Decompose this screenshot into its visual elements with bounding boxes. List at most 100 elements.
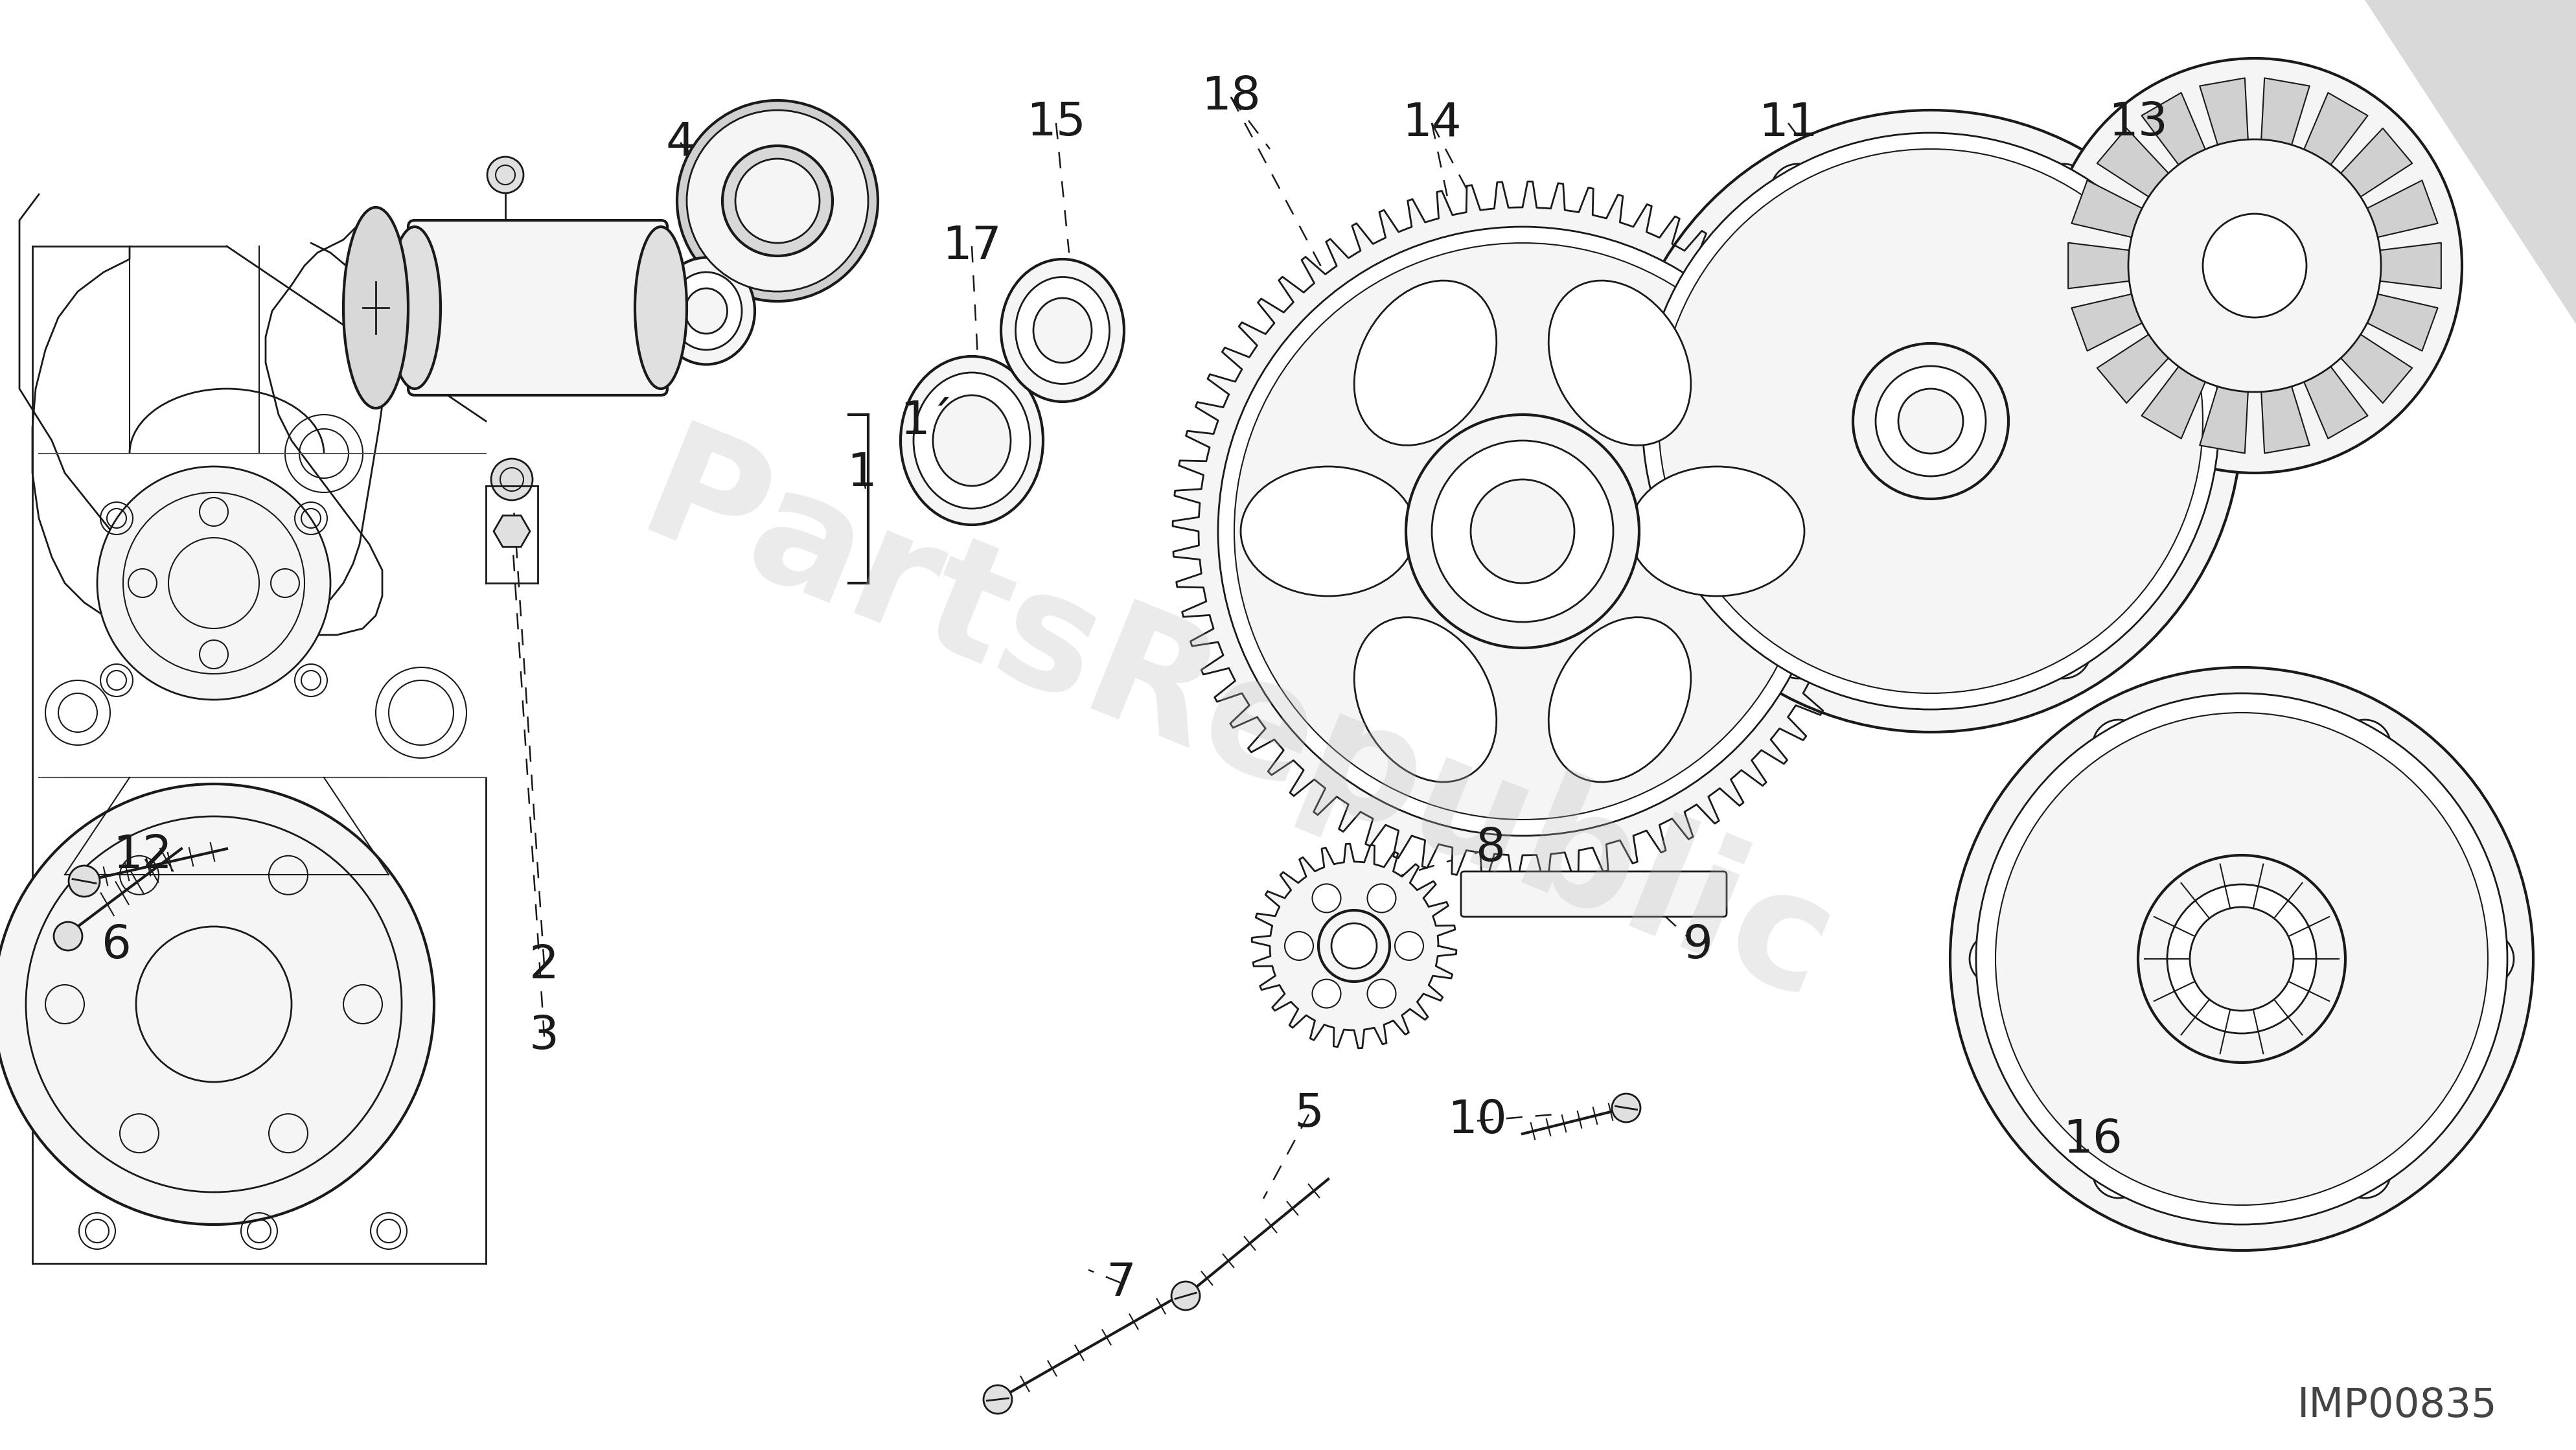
Ellipse shape	[902, 357, 1043, 525]
FancyBboxPatch shape	[1461, 871, 1726, 916]
Circle shape	[1234, 244, 1811, 819]
Text: IMP00835: IMP00835	[2298, 1386, 2496, 1425]
Ellipse shape	[1355, 618, 1497, 782]
Text: 2: 2	[528, 942, 559, 987]
Polygon shape	[2071, 294, 2143, 351]
Ellipse shape	[670, 273, 742, 349]
Polygon shape	[2303, 93, 2367, 165]
Ellipse shape	[1548, 280, 1690, 445]
FancyBboxPatch shape	[407, 220, 667, 396]
Circle shape	[1368, 884, 1396, 912]
Text: 1´: 1´	[899, 399, 953, 444]
Circle shape	[1899, 389, 1963, 454]
Polygon shape	[2367, 294, 2437, 351]
Text: 13: 13	[2107, 100, 2169, 145]
Circle shape	[487, 157, 523, 193]
Circle shape	[2048, 58, 2463, 473]
Text: 9: 9	[1682, 924, 1713, 969]
Polygon shape	[2262, 78, 2311, 145]
Text: 15: 15	[1025, 100, 1087, 145]
Circle shape	[688, 110, 868, 291]
Circle shape	[1311, 979, 1340, 1008]
Ellipse shape	[933, 396, 1010, 486]
Circle shape	[677, 100, 878, 302]
Circle shape	[765, 264, 788, 287]
Polygon shape	[2365, 0, 2576, 323]
Polygon shape	[2380, 242, 2442, 289]
Circle shape	[492, 458, 533, 500]
Polygon shape	[2097, 335, 2169, 403]
Polygon shape	[2342, 335, 2411, 403]
Ellipse shape	[914, 373, 1030, 509]
Polygon shape	[2342, 128, 2411, 197]
Circle shape	[1311, 884, 1340, 912]
Circle shape	[1770, 624, 1826, 679]
Circle shape	[1643, 133, 2218, 709]
Circle shape	[2128, 139, 2380, 391]
Circle shape	[1770, 164, 1826, 219]
Circle shape	[2339, 719, 2391, 771]
Circle shape	[0, 784, 435, 1225]
Circle shape	[734, 158, 819, 244]
Text: 7: 7	[1105, 1260, 1136, 1305]
Circle shape	[1394, 932, 1425, 960]
Circle shape	[502, 522, 520, 541]
Circle shape	[1218, 226, 1826, 835]
Circle shape	[2339, 1146, 2391, 1198]
Circle shape	[1971, 932, 2022, 985]
Polygon shape	[2200, 78, 2249, 145]
Ellipse shape	[1242, 467, 1417, 596]
Circle shape	[1950, 667, 2532, 1250]
Circle shape	[1638, 394, 1692, 448]
Text: 17: 17	[943, 223, 1002, 268]
Ellipse shape	[1355, 280, 1497, 445]
Circle shape	[1852, 344, 2009, 499]
Polygon shape	[2262, 387, 2311, 454]
Circle shape	[1406, 415, 1638, 648]
Circle shape	[1332, 924, 1376, 969]
Circle shape	[1875, 365, 1986, 476]
Circle shape	[1172, 1282, 1200, 1309]
Circle shape	[2035, 164, 2092, 219]
Polygon shape	[2141, 367, 2205, 438]
Text: PartsRepublic: PartsRepublic	[621, 415, 1852, 1035]
Circle shape	[2190, 908, 2293, 1011]
Circle shape	[1976, 693, 2506, 1225]
Circle shape	[1613, 1093, 1641, 1122]
Circle shape	[54, 922, 82, 950]
Circle shape	[70, 866, 100, 896]
Text: 11: 11	[1759, 100, 1819, 145]
Circle shape	[2138, 855, 2344, 1063]
Polygon shape	[2097, 128, 2169, 197]
Text: 1: 1	[848, 451, 876, 496]
Circle shape	[690, 188, 714, 213]
Text: 12: 12	[113, 832, 173, 877]
Ellipse shape	[1002, 260, 1123, 402]
Circle shape	[2202, 213, 2306, 318]
Circle shape	[2169, 394, 2223, 448]
Text: 8: 8	[1476, 826, 1504, 871]
Polygon shape	[2071, 180, 2143, 238]
Circle shape	[2166, 884, 2316, 1034]
Text: 5: 5	[1293, 1092, 1324, 1137]
Ellipse shape	[343, 207, 407, 409]
Text: 3: 3	[528, 1015, 559, 1058]
Text: 4: 4	[665, 120, 696, 165]
Ellipse shape	[1631, 467, 1803, 596]
Text: 10: 10	[1448, 1099, 1507, 1143]
Polygon shape	[2141, 93, 2205, 165]
Polygon shape	[2200, 387, 2249, 454]
Ellipse shape	[634, 226, 688, 389]
Polygon shape	[1172, 181, 1873, 882]
Ellipse shape	[1463, 874, 1723, 914]
Circle shape	[2092, 1146, 2143, 1198]
Circle shape	[2035, 624, 2092, 679]
Ellipse shape	[1548, 618, 1690, 782]
Text: 6: 6	[103, 924, 131, 969]
Text: 16: 16	[2063, 1118, 2123, 1163]
Polygon shape	[2367, 180, 2437, 238]
Circle shape	[98, 467, 330, 700]
Circle shape	[1996, 713, 2488, 1205]
Text: 14: 14	[1401, 100, 1461, 145]
Circle shape	[2463, 932, 2514, 985]
